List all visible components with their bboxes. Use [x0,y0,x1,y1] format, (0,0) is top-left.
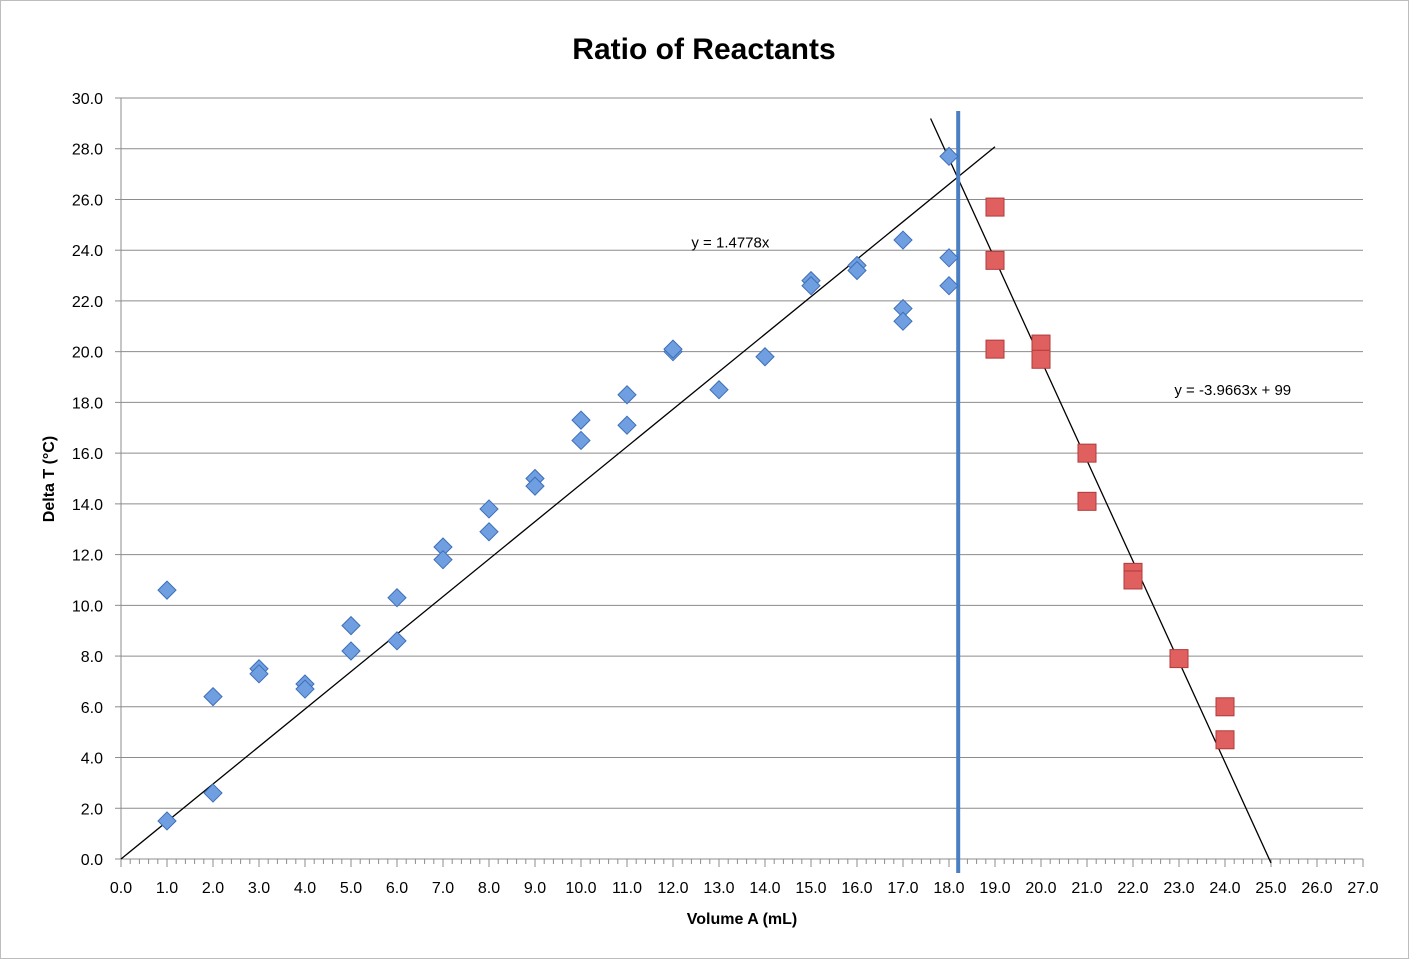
x-tick-label: 5.0 [340,880,362,897]
x-tick-label: 9.0 [524,880,546,897]
x-tick-label: 20.0 [1025,880,1056,897]
square-point [1077,491,1097,511]
diamond-point [341,641,361,661]
diamond-point [479,499,499,519]
trendline-equation-1: y = 1.4778x [691,235,769,252]
diamond-point [893,230,913,250]
x-tick-label: 18.0 [933,880,964,897]
x-tick-label: 0.0 [110,880,132,897]
square-point [1215,697,1235,717]
square-point [985,197,1005,217]
diamond-point [249,664,269,684]
diamond-point [341,615,361,636]
diamond-point [801,276,821,296]
y-tick-label: 18.0 [72,395,103,412]
y-tick-label: 14.0 [72,497,103,514]
x-tick-label: 19.0 [979,880,1010,897]
x-tick-label: 26.0 [1301,880,1332,897]
x-tick-label: 21.0 [1071,880,1102,897]
square-point [1077,443,1097,463]
square-point [1169,649,1189,669]
diamond-point [709,380,729,400]
square-point [985,339,1005,359]
y-tick-label: 12.0 [72,548,103,565]
y-tick-label: 10.0 [72,598,103,615]
square-point [1031,349,1051,369]
x-tick-label: 11.0 [612,880,642,897]
x-tick-label: 24.0 [1209,880,1240,897]
diamond-point [571,410,591,430]
x-tick-label: 6.0 [386,880,408,897]
x-tick-label: 13.0 [703,880,734,897]
diamond-point [893,311,913,331]
x-axis-ticks: 0.0 1.0 2.0 3.0 4.0 5.0 6.0 7.0 8.0 9.0 10.0 11.0 12… [110,859,1379,897]
x-tick-label: 1.0 [156,880,178,897]
x-tick-label: 4.0 [294,880,316,897]
diamond-point [203,783,223,803]
y-tick-label: 6.0 [81,700,103,717]
x-axis-label: Volume A (mL) [687,911,798,928]
y-tick-label: 20.0 [72,345,103,362]
diamond-point [939,276,959,296]
axes [120,98,1363,860]
data-points [157,146,1235,831]
trendline-1 [120,146,996,860]
x-tick-label: 25.0 [1255,880,1286,897]
gridlines [121,97,1363,809]
x-tick-label: 14.0 [749,880,780,897]
x-tick-label: 3.0 [248,880,270,897]
y-axis-ticks: 0.0 2.0 4.0 6.0 8.0 10.0 12.0 14.0 16.0 18.0 20.0 2… [72,91,121,869]
trendlines: y = 1.4778x y = -3.9663x + 99 [120,118,1291,864]
x-tick-label: 17.0 [887,880,918,897]
y-tick-label: 24.0 [72,243,103,260]
trendline-2 [930,118,1272,864]
diamond-point [663,339,683,359]
diamond-point [157,811,177,831]
y-axis-label: Delta T (°C) [41,436,58,522]
diamond-point [387,631,407,651]
diamond-point [939,248,959,268]
y-tick-label: 28.0 [72,142,103,159]
diamond-point [157,580,177,600]
x-tick-label: 8.0 [478,880,500,897]
diamond-point [617,415,637,435]
y-tick-label: 2.0 [81,801,103,818]
x-tick-label: 12.0 [657,880,688,897]
square-point [1215,730,1235,750]
y-tick-label: 4.0 [81,751,103,768]
diamond-point [525,476,545,496]
y-tick-label: 22.0 [72,294,103,311]
square-point [1123,570,1143,590]
y-tick-label: 0.0 [81,852,103,869]
x-tick-label: 7.0 [432,880,454,897]
diamond-point [847,260,867,281]
chart-title: Ratio of Reactants [572,33,835,66]
diamond-point [387,588,407,608]
y-tick-label: 16.0 [72,446,103,463]
x-tick-label: 2.0 [202,880,224,897]
diamond-point [755,347,775,367]
diamond-point [479,522,499,542]
trendline-equation-2: y = -3.9663x + 99 [1174,382,1291,399]
y-tick-label: 26.0 [72,192,103,209]
diamond-point [295,679,315,699]
diamond-point [433,549,453,570]
x-tick-label: 16.0 [841,880,872,897]
y-tick-label: 30.0 [72,91,103,108]
x-tick-label: 15.0 [795,880,826,897]
diamond-point [939,146,959,167]
x-tick-label: 10.0 [565,880,596,897]
x-tick-label: 27.0 [1347,880,1378,897]
diamond-point [203,686,223,707]
x-tick-label: 22.0 [1117,880,1148,897]
x-tick-label: 23.0 [1163,880,1194,897]
y-tick-label: 8.0 [81,649,103,666]
diamond-point [571,430,591,451]
square-point [985,250,1005,270]
diamond-point [617,385,637,405]
